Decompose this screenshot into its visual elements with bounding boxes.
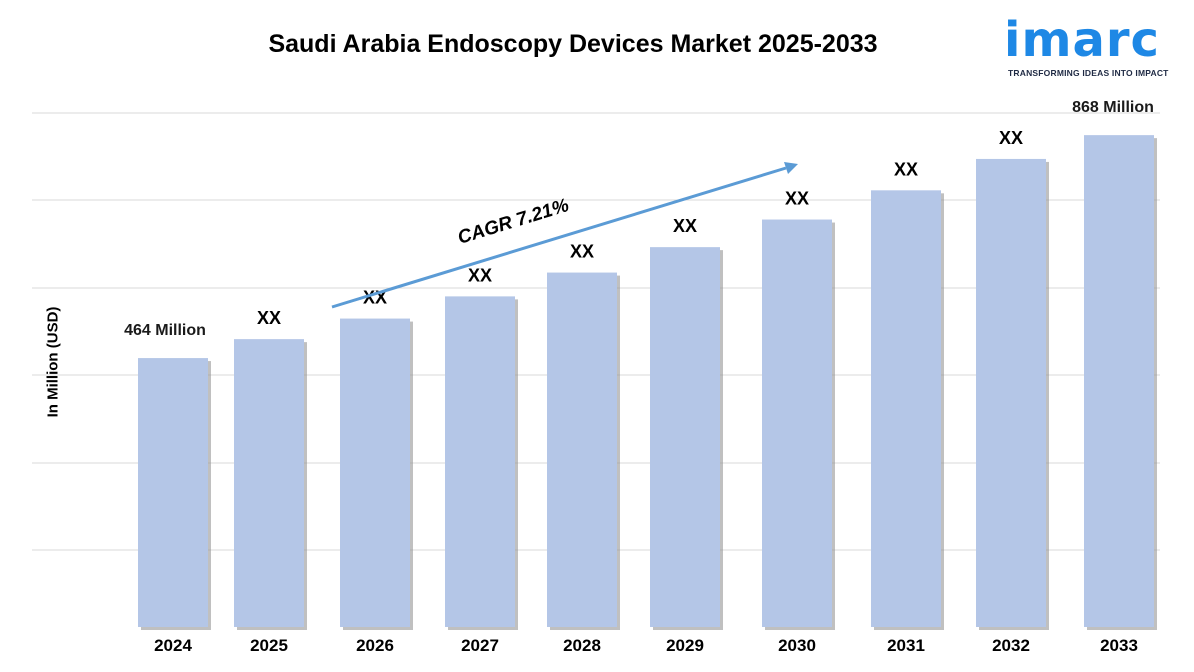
- bar-2031: [871, 190, 941, 627]
- x-tick-2027: 2027: [461, 636, 499, 655]
- bar-2033: [1084, 135, 1154, 627]
- bar-2025: [234, 339, 304, 627]
- cagr-arrow-line: [331, 166, 787, 309]
- data-label-2032: XX: [999, 128, 1023, 148]
- x-tick-2026: 2026: [356, 636, 394, 655]
- x-tick-2029: 2029: [666, 636, 704, 655]
- cagr-arrow-head: [784, 162, 798, 174]
- bar-2029: [650, 247, 720, 627]
- x-axis-ticks: 2024 2025 2026 2027 2028 2029 2030 2031 2032 2033: [154, 636, 1138, 655]
- x-tick-2025: 2025: [250, 636, 288, 655]
- x-tick-2031: 2031: [887, 636, 925, 655]
- bar-2028: [547, 272, 617, 627]
- data-label-2024: 464 Million: [124, 322, 206, 339]
- bar-2032: [976, 158, 1046, 627]
- data-label-2027: XX: [468, 265, 492, 285]
- x-tick-2028: 2028: [563, 636, 601, 655]
- logo-wordmark: imarc: [1004, 12, 1160, 68]
- bar-2027: [445, 296, 515, 627]
- cagr-label: CAGR 7.21%: [455, 195, 571, 249]
- bar-2026: [340, 318, 410, 627]
- x-tick-2033: 2033: [1100, 636, 1138, 655]
- imarc-logo: imarc TRANSFORMING IDEAS INTO IMPACT: [1004, 14, 1186, 84]
- data-label-2031: XX: [894, 159, 918, 179]
- bar-2024: [138, 358, 208, 627]
- chart-title: Saudi Arabia Endoscopy Devices Market 20…: [268, 30, 878, 58]
- data-label-2029: XX: [673, 216, 697, 236]
- x-tick-2024: 2024: [154, 636, 192, 655]
- logo-tagline: TRANSFORMING IDEAS INTO IMPACT: [1008, 68, 1169, 78]
- x-tick-2032: 2032: [992, 636, 1030, 655]
- bars: [138, 135, 1157, 630]
- bar-2030: [762, 219, 832, 627]
- data-label-2033: 868 Million: [1072, 99, 1154, 116]
- x-tick-2030: 2030: [778, 636, 816, 655]
- data-label-2028: XX: [570, 242, 594, 262]
- data-label-2025: XX: [257, 308, 281, 328]
- data-label-2030: XX: [785, 189, 809, 209]
